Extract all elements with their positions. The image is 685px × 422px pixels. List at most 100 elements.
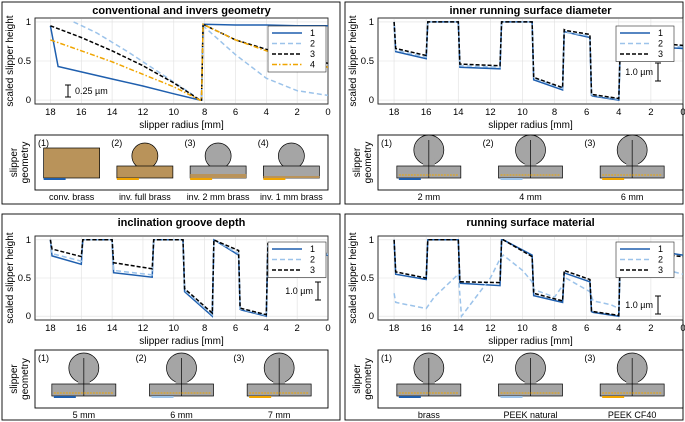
x-tick-label: 14: [107, 107, 118, 118]
brass-layer: [263, 176, 320, 178]
geometry-item-number: (3): [584, 138, 595, 148]
geometry-caption: inv. 1 mm brass: [260, 192, 323, 202]
geometry-caption: PEEK CF40: [608, 410, 657, 420]
x-axis-label: slipper radius [mm]: [139, 120, 224, 131]
x-tick-label: 6: [233, 323, 238, 334]
x-tick-label: 8: [202, 323, 207, 334]
x-tick-label: 2: [295, 323, 300, 334]
scalebar-label: 1.0 µm: [285, 286, 313, 296]
geometry-caption: conv. brass: [49, 192, 95, 202]
y-axis-label: scaled slipper height: [5, 15, 16, 106]
x-tick-label: 12: [138, 323, 149, 334]
series-line-3: [393, 21, 683, 100]
x-tick-label: 2: [648, 323, 653, 334]
x-tick-label: 14: [453, 323, 464, 334]
geometry-caption: brass: [418, 410, 441, 420]
slipper-block: [43, 147, 100, 179]
geometry-caption: 2 mm: [418, 192, 441, 202]
x-tick-label: 0: [325, 107, 330, 118]
x-axis-label: slipper radius [mm]: [488, 336, 573, 347]
x-tick-label: 16: [76, 323, 87, 334]
geometry-label-line2: geometry: [20, 142, 31, 184]
axes-box: [377, 17, 684, 105]
scalebar-label: 0.25 µm: [75, 86, 108, 96]
chart-title: running surface material: [466, 217, 594, 229]
scalebar-label: 1.0 µm: [625, 300, 653, 310]
x-tick-label: 12: [138, 107, 149, 118]
x-tick-label: 8: [202, 107, 207, 118]
geometry-caption: 6 mm: [621, 192, 644, 202]
x-tick-label: 18: [389, 107, 400, 118]
x-tick-label: 10: [169, 323, 180, 334]
scalebar-label: 1.0 µm: [625, 67, 653, 77]
x-tick-label: 4: [616, 323, 621, 334]
y-axis-label: scaled slipper height: [5, 232, 16, 323]
chart-title: inclination groove depth: [118, 217, 246, 229]
geometry-caption: PEEK natural: [503, 410, 557, 420]
geometry-item-number: (1): [38, 353, 49, 363]
geometry-item-number: (3): [185, 138, 196, 148]
y-tick-label: 1: [26, 17, 31, 28]
geometry-caption: inv. full brass: [119, 192, 171, 202]
x-tick-label: 10: [517, 323, 528, 334]
geometry-label-line2: geometry: [20, 358, 31, 400]
axes-box: [34, 235, 329, 321]
geometry-item-number: (2): [136, 353, 147, 363]
legend-label: 3: [658, 265, 663, 275]
y-tick-label: 1: [369, 17, 374, 28]
legend-label: 1: [310, 244, 315, 254]
x-tick-label: 2: [648, 107, 653, 118]
slipper-ball: [278, 142, 305, 170]
x-tick-label: 14: [453, 107, 464, 118]
y-tick-label: 0: [26, 311, 31, 322]
x-tick-label: 16: [76, 107, 87, 118]
geometry-item-number: (3): [584, 353, 595, 363]
x-tick-label: 18: [389, 323, 400, 334]
legend-label: 4: [310, 60, 315, 70]
panel-border: [1, 1, 341, 205]
x-tick-label: 12: [485, 107, 496, 118]
series-line-2: [73, 21, 328, 101]
geometry-item-number: (2): [483, 138, 494, 148]
x-tick-label: 4: [264, 107, 269, 118]
x-tick-label: 6: [233, 107, 238, 118]
x-tick-label: 0: [680, 323, 685, 334]
legend-label: 2: [658, 255, 663, 265]
y-tick-label: 0.5: [18, 273, 31, 284]
x-tick-label: 2: [295, 107, 300, 118]
geometry-item-number: (3): [233, 353, 244, 363]
y-axis-label: scaled slipper height: [348, 15, 359, 106]
x-tick-label: 16: [421, 107, 432, 118]
y-tick-label: 0: [369, 95, 374, 106]
x-tick-label: 0: [325, 323, 330, 334]
slipper-ball: [131, 142, 159, 170]
chart-title: conventional and invers geometry: [92, 5, 271, 17]
geometry-item-number: (1): [381, 353, 392, 363]
x-tick-label: 6: [584, 107, 589, 118]
legend-label: 2: [658, 39, 663, 49]
slipper-flange: [116, 165, 174, 179]
y-axis-label: scaled slipper height: [348, 232, 359, 323]
x-tick-label: 18: [45, 107, 56, 118]
x-tick-label: 12: [485, 323, 496, 334]
x-tick-label: 10: [169, 107, 180, 118]
legend-label: 2: [310, 255, 315, 265]
legend-label: 1: [658, 28, 663, 38]
x-axis-label: slipper radius [mm]: [488, 120, 573, 131]
geometry-label-line1: slipper: [9, 147, 20, 177]
geometry-item-number: (1): [381, 138, 392, 148]
legend-label: 2: [310, 39, 315, 49]
geometry-item-number: (2): [111, 138, 122, 148]
geometry-item-number: (1): [38, 138, 49, 148]
x-tick-label: 10: [517, 107, 528, 118]
y-tick-label: 0.5: [361, 56, 374, 67]
y-tick-label: 0.5: [18, 56, 31, 67]
legend-label: 3: [310, 49, 315, 59]
geometry-item-number: (2): [483, 353, 494, 363]
y-tick-label: 0: [369, 311, 374, 322]
geometry-caption: 4 mm: [519, 192, 542, 202]
